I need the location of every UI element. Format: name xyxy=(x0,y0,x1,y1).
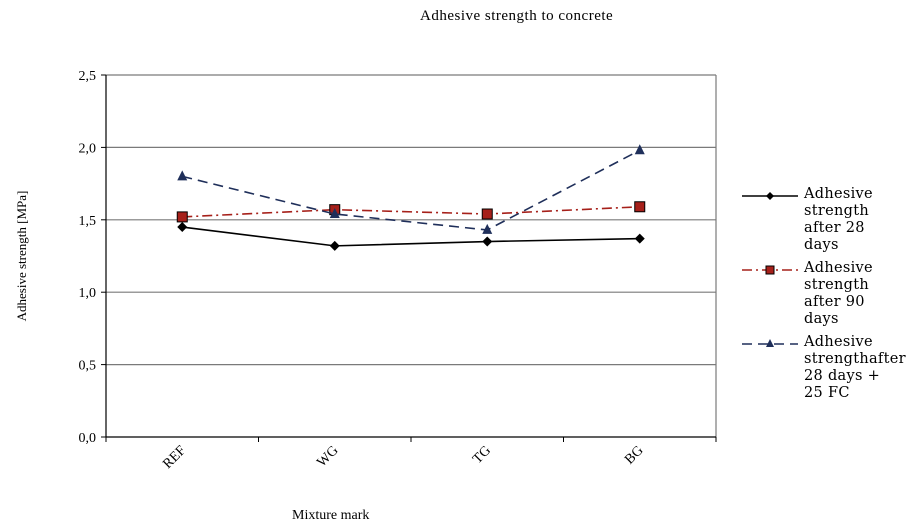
x-tick-label-bg: BG xyxy=(622,443,646,467)
data-point-s1-ref xyxy=(177,222,188,233)
data-point-s1-wg xyxy=(329,240,340,251)
y-tick-label: 1,5 xyxy=(79,214,97,229)
legend-marker xyxy=(766,192,774,200)
data-point-s3-tg xyxy=(482,223,493,234)
legend-label-25-fc: Adhesive strengthafter 28 days + 25 FC xyxy=(804,334,906,401)
legend-item-28-days: Adhesive strength after 28 days xyxy=(740,186,906,256)
legend-marker xyxy=(766,339,774,347)
legend: Adhesive strength after 28 days Adhesive… xyxy=(740,186,906,408)
x-tick-label-wg: WG xyxy=(314,443,341,470)
series-line-2 xyxy=(182,205,640,218)
series-line-3 xyxy=(182,149,641,231)
data-point-s3-ref xyxy=(177,170,188,181)
data-point-s1-tg xyxy=(482,236,493,247)
series-lines xyxy=(176,144,646,251)
y-axis-label: Adhesive strength [MPa] xyxy=(14,190,29,322)
legend-label-28-days: Adhesive strength after 28 days xyxy=(804,186,873,253)
legend-item-25-fc: Adhesive strengthafter 28 days + 25 FC xyxy=(740,334,906,404)
data-point-s3-wg xyxy=(329,208,340,219)
legend-marker xyxy=(765,265,775,275)
y-tick-label: 0,0 xyxy=(79,431,97,446)
data-point-s2-tg xyxy=(481,208,493,220)
x-axis-label: Mixture mark xyxy=(292,508,370,523)
legend-label-90-days: Adhesive strength after 90 days xyxy=(804,260,873,327)
axes xyxy=(101,74,717,442)
legend-swatch-90-days xyxy=(742,265,798,275)
series-line-1 xyxy=(182,226,640,247)
x-tick-label-ref: REF xyxy=(160,443,189,472)
legend-swatch-25-fc xyxy=(742,339,798,347)
chart-title: Adhesive strength to concrete xyxy=(420,8,614,24)
legend-swatch-28-days xyxy=(742,192,798,200)
x-tick-label-tg: TG xyxy=(470,443,494,467)
y-tick-label: 2,5 xyxy=(79,69,97,84)
data-point-s2-ref xyxy=(176,211,188,223)
data-point-s3-bg xyxy=(634,144,645,155)
data-point-s2-bg xyxy=(634,201,646,213)
y-tick-label: 0,5 xyxy=(79,359,97,374)
tick-labels: 0,0 0,5 1,0 1,5 2,0 2,5 REF WG TG BG xyxy=(79,69,647,472)
data-point-s1-bg xyxy=(634,233,645,244)
y-tick-label: 2,0 xyxy=(79,141,97,156)
legend-item-90-days: Adhesive strength after 90 days xyxy=(740,260,906,330)
y-tick-label: 1,0 xyxy=(79,286,97,301)
gridlines xyxy=(106,74,717,437)
